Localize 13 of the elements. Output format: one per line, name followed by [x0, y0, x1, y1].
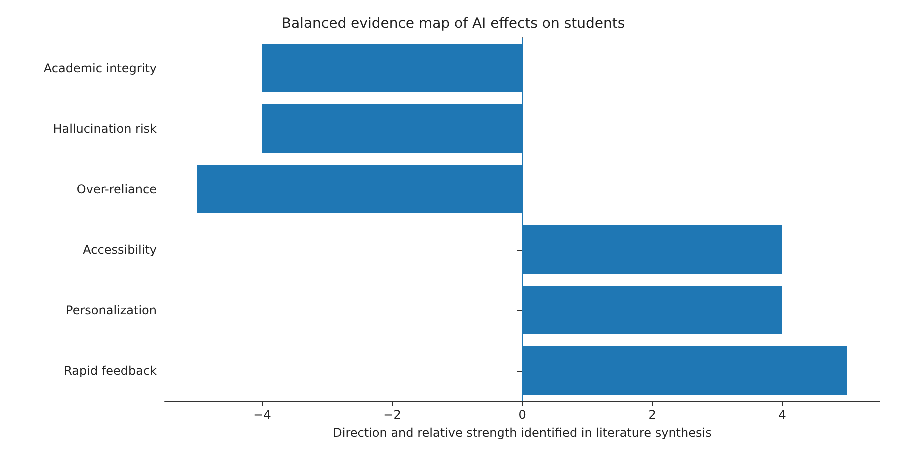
y-tick-label: Rapid feedback [64, 364, 158, 378]
y-tick-label: Academic integrity [44, 61, 157, 76]
x-tick-label: −4 [254, 408, 272, 422]
x-tick-label: 4 [778, 408, 786, 422]
x-tick-label: 0 [518, 408, 526, 422]
y-tick-label: Personalization [66, 303, 157, 318]
y-tick-label: Hallucination risk [53, 122, 158, 136]
y-tick-label: Accessibility [83, 242, 157, 257]
y-tick-label: Over-reliance [76, 182, 157, 196]
x-axis-title: Direction and relative strength identified in literature synthesis [333, 426, 712, 440]
x-tick-label: −2 [384, 408, 402, 422]
x-tick-label: 2 [648, 408, 656, 422]
chart-title: Balanced evidence map of AI effects on students [282, 16, 626, 32]
